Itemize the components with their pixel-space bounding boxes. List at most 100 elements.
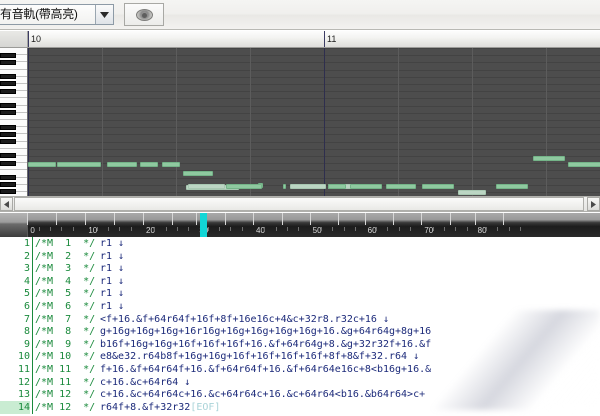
velocity-minor-tick	[166, 227, 167, 231]
code-line[interactable]: 1 /*M 1 */ r1 ↓	[0, 237, 600, 250]
piano-roll-note[interactable]	[183, 171, 213, 176]
code-line[interactable]: 10 /*M 10 */ e8&e32.r64b8f+16g+16g+16f+16f…	[0, 350, 600, 364]
measure-comment: /*M 6 */	[35, 301, 96, 312]
grid-row-line	[28, 70, 600, 71]
gutter-divider	[32, 325, 33, 339]
chevron-down-icon[interactable]	[95, 5, 113, 24]
grid-row-line	[28, 192, 600, 193]
code-line[interactable]: 7 /*M 7 */ <f+16.&f+64r64f+16f+8f+16e16c+4…	[0, 312, 600, 326]
eof-marker: [EOF]	[190, 401, 221, 413]
piano-black-key[interactable]	[0, 103, 16, 108]
gutter-divider	[32, 363, 33, 376]
velocity-minor-tick	[387, 227, 388, 231]
grid-bar-line	[324, 48, 325, 196]
piano-roll-note[interactable]	[350, 184, 382, 189]
piano-roll-note[interactable]	[328, 184, 346, 189]
mml-source-text: r1 ↓	[100, 238, 125, 249]
piano-roll-note[interactable]	[162, 162, 180, 167]
grid-row-line	[28, 55, 600, 56]
track-selector[interactable]: 有音軌(帶高亮)	[0, 4, 114, 25]
grid-row-line	[28, 170, 600, 171]
piano-roll-grid[interactable]	[28, 48, 600, 196]
piano-roll-note[interactable]	[422, 184, 454, 189]
code-line[interactable]: 8 /*M 8 */ g+16g+16g+16g+16r16g+16g+16g+16…	[0, 325, 600, 339]
piano-black-key[interactable]	[0, 74, 16, 80]
caret-right-icon[interactable]	[587, 197, 600, 211]
caret-left-icon[interactable]	[0, 197, 13, 211]
piano-white-key[interactable]	[0, 62, 27, 70]
piano-roll-note[interactable]	[568, 162, 600, 167]
piano-black-key[interactable]	[0, 175, 16, 180]
piano-black-key[interactable]	[0, 131, 16, 137]
line-number: 14	[0, 400, 30, 414]
piano-white-key[interactable]	[0, 91, 27, 99]
code-line[interactable]: 12 /*M 11 */ c+16.&c+64r64 ↓	[0, 375, 600, 389]
code-line[interactable]: 11 /*M 11 */ f+16.&f+64r64f+16.&f+64r64f+1…	[0, 363, 600, 376]
code-line[interactable]: 4 /*M 4 */ r1 ↓	[0, 274, 600, 288]
velocity-minor-tick	[276, 227, 277, 231]
code-line[interactable]: 5 /*M 5 */ r1 ↓	[0, 287, 600, 301]
line-number: 1	[23, 238, 30, 249]
grid-row-line	[28, 127, 600, 128]
piano-white-key[interactable]	[0, 141, 27, 149]
piano-roll-note[interactable]	[57, 162, 101, 167]
scrollbar-thumb[interactable]	[14, 197, 584, 211]
piano-roll-note[interactable]	[107, 162, 137, 167]
piano-black-key[interactable]	[0, 139, 16, 144]
piano-roll-note[interactable]	[28, 162, 56, 167]
code-line[interactable]: 9 /*M 9 */ b16f+16g+16g+16f+16f+16f+16.&f+…	[0, 337, 600, 351]
gutter-divider	[32, 249, 33, 263]
piano-roll-note[interactable]	[458, 190, 486, 195]
velocity-half-tick	[114, 213, 115, 225]
measure-comment: /*M 8 */	[35, 326, 96, 338]
velocity-minor-tick	[230, 227, 231, 231]
velocity-minor-tick	[520, 227, 521, 231]
line-number: 2	[23, 250, 30, 262]
horizontal-scrollbar[interactable]	[0, 196, 600, 212]
velocity-minor-tick	[509, 227, 510, 231]
measure-ruler[interactable]: 10 11	[0, 31, 600, 48]
piano-roll-note[interactable]	[386, 184, 416, 189]
piano-white-key[interactable]	[0, 112, 27, 120]
piano-black-key[interactable]	[0, 160, 16, 166]
piano-roll-note[interactable]	[290, 184, 326, 189]
piano-black-key[interactable]	[0, 182, 16, 188]
piano-black-key[interactable]	[0, 189, 16, 195]
playhead-marker[interactable]	[200, 213, 207, 237]
piano-keyboard[interactable]	[0, 48, 28, 196]
velocity-minor-tick	[119, 227, 120, 231]
grid-row-line	[28, 98, 600, 99]
line-number: 11	[17, 364, 30, 375]
piano-roll-note[interactable]	[140, 162, 158, 167]
piano-black-key[interactable]	[0, 81, 16, 87]
piano-roll-note[interactable]	[188, 184, 225, 189]
velocity-major-tick	[421, 213, 423, 225]
piano-roll-note[interactable]	[283, 184, 286, 189]
mml-code-editor[interactable]: 1/*M 1 */r1 ↓ 2/*M 2 */r1 ↓ 3/*M 3 */r1 ↓ 4…	[0, 237, 600, 416]
velocity-half-tick	[338, 213, 339, 225]
velocity-tick-label: 20	[146, 226, 155, 235]
piano-roll-note[interactable]	[226, 184, 262, 189]
piano-black-key[interactable]	[0, 110, 16, 116]
piano-black-key[interactable]	[0, 59, 16, 65]
piano-black-key[interactable]	[0, 153, 16, 159]
piano-roll[interactable]	[0, 48, 600, 196]
piano-black-key[interactable]	[0, 88, 16, 94]
code-line[interactable]: 6 /*M 6 */ r1 ↓	[0, 300, 600, 313]
code-line[interactable]: 3 /*M 3 */ r1 ↓	[0, 262, 600, 276]
piano-black-key[interactable]	[0, 124, 16, 130]
velocity-ruler[interactable]: 01020304050607080	[0, 213, 600, 237]
line-number: 7	[23, 313, 30, 325]
piano-black-key[interactable]	[0, 52, 16, 58]
code-line[interactable]: 14 /*M 12 */ r64f+8.&f+32r32[EOF]	[0, 400, 600, 414]
piano-white-key[interactable]	[0, 163, 27, 171]
code-line[interactable]: 13 /*M 12 */ c+16.&c+64r64c+16.&c+64r64c+1…	[0, 388, 600, 402]
code-line[interactable]: 2 /*M 2 */ r1 ↓	[0, 249, 600, 263]
piano-roll-note[interactable]	[496, 184, 528, 189]
eye-icon-button[interactable]	[124, 3, 164, 26]
grid-beat-line	[472, 48, 473, 196]
velocity-minor-tick	[399, 227, 400, 231]
velocity-minor-tick	[321, 227, 322, 231]
grid-row-line	[28, 91, 600, 92]
piano-roll-note[interactable]	[533, 156, 565, 161]
